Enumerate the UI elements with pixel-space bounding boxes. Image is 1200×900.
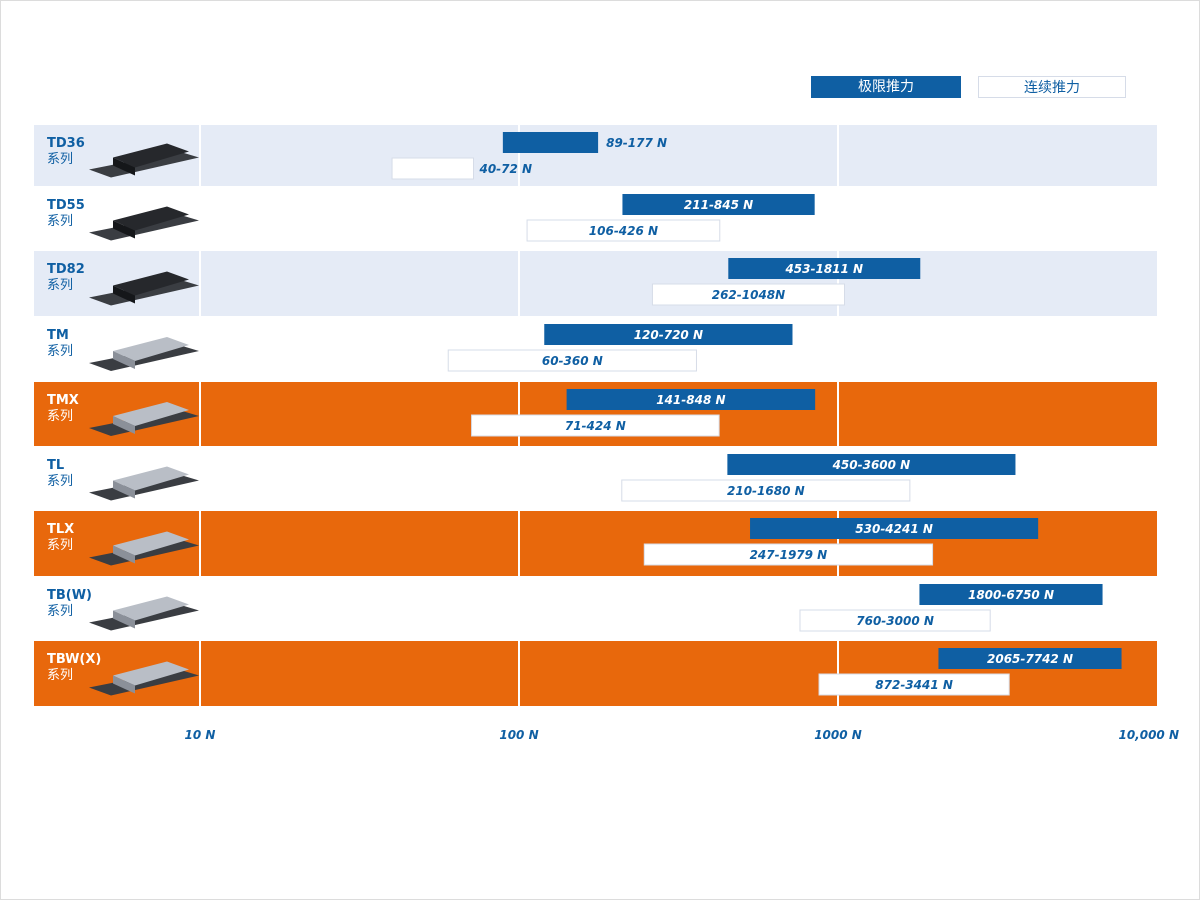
continuous-bar-label: 40-72 N (478, 162, 532, 176)
continuous-bar-label: 106-426 N (589, 224, 658, 238)
x-tick-label: 100 N (499, 728, 538, 742)
linear-motor-icon (89, 466, 199, 501)
legend-peak: 极限推力 (811, 76, 961, 98)
legend-continuous: 连续推力 (978, 76, 1126, 98)
series-sub-label: 系列 (47, 538, 73, 553)
linear-motor-icon (89, 271, 199, 306)
series-name: TD55 (47, 198, 85, 213)
continuous-bar-label: 262-1048N (712, 288, 785, 302)
peak-bar-label: 89-177 N (606, 136, 667, 150)
peak-bar (727, 454, 1016, 475)
peak-bar-label: 530-4241 N (855, 522, 933, 536)
peak-bar (750, 518, 1039, 539)
linear-motor-icon (89, 661, 199, 696)
series-name: TMX (47, 393, 79, 408)
linear-motor-icon (89, 531, 199, 566)
row-background (34, 251, 1157, 316)
continuous-bar (621, 479, 911, 502)
linear-motor-icon (89, 143, 199, 178)
continuous-bar (651, 283, 845, 306)
peak-bar-label: 1800-6750 N (968, 588, 1054, 602)
series-sub-label: 系列 (47, 214, 73, 229)
continuous-bar-label: 71-424 N (565, 419, 626, 433)
linear-motor-icon (89, 596, 199, 631)
peak-bar-label: 450-3600 N (832, 458, 911, 472)
continuous-bar (526, 219, 721, 242)
series-sub-label: 系列 (47, 474, 73, 489)
peak-bar-label: 453-1811 N (784, 262, 863, 276)
series-sub-label: 系列 (47, 668, 73, 683)
x-tick-label: 1000 N (814, 728, 862, 742)
continuous-bar (391, 157, 474, 180)
series-name: TB(W) (47, 588, 92, 603)
linear-motor-icon (89, 337, 199, 371)
continuous-bar-label: 872-3441 N (875, 678, 953, 692)
linear-motor-icon (89, 206, 199, 241)
peak-bar (502, 132, 599, 153)
peak-bar (566, 389, 816, 410)
peak-bar (919, 584, 1103, 605)
continuous-bar (799, 609, 991, 632)
series-sub-label: 系列 (47, 604, 73, 619)
continuous-bar-label: 210-1680 N (727, 484, 805, 498)
peak-bar (938, 648, 1122, 669)
peak-bar (728, 258, 921, 279)
series-sub-label: 系列 (47, 152, 73, 167)
series-sub-label: 系列 (47, 344, 73, 359)
peak-bar (622, 194, 815, 215)
continuous-bar (643, 543, 934, 566)
series-name: TBW(X) (47, 652, 101, 667)
series-sub-label: 系列 (47, 409, 73, 424)
peak-bar-label: 211-845 N (684, 198, 753, 212)
series-name: TD36 (47, 136, 85, 151)
continuous-bar-label: 247-1979 N (750, 548, 828, 562)
series-name: TL (47, 458, 64, 473)
linear-motor-icon (89, 402, 199, 436)
series-name: TM (47, 328, 69, 343)
continuous-bar-label: 60-360 N (542, 354, 603, 368)
x-tick-label: 10 N (185, 728, 216, 742)
series-name: TD82 (47, 262, 85, 277)
x-tick-label: 10,000 N (1118, 728, 1179, 742)
continuous-bar-label: 760-3000 N (856, 614, 934, 628)
peak-bar-label: 2065-7742 N (987, 652, 1073, 666)
peak-bar (544, 324, 793, 345)
series-name: TLX (47, 522, 74, 537)
continuous-bar (447, 349, 697, 372)
peak-bar-label: 141-848 N (656, 393, 725, 407)
continuous-bar (818, 673, 1010, 696)
peak-bar-label: 120-720 N (634, 328, 703, 342)
continuous-bar (471, 414, 720, 437)
series-sub-label: 系列 (47, 278, 73, 293)
